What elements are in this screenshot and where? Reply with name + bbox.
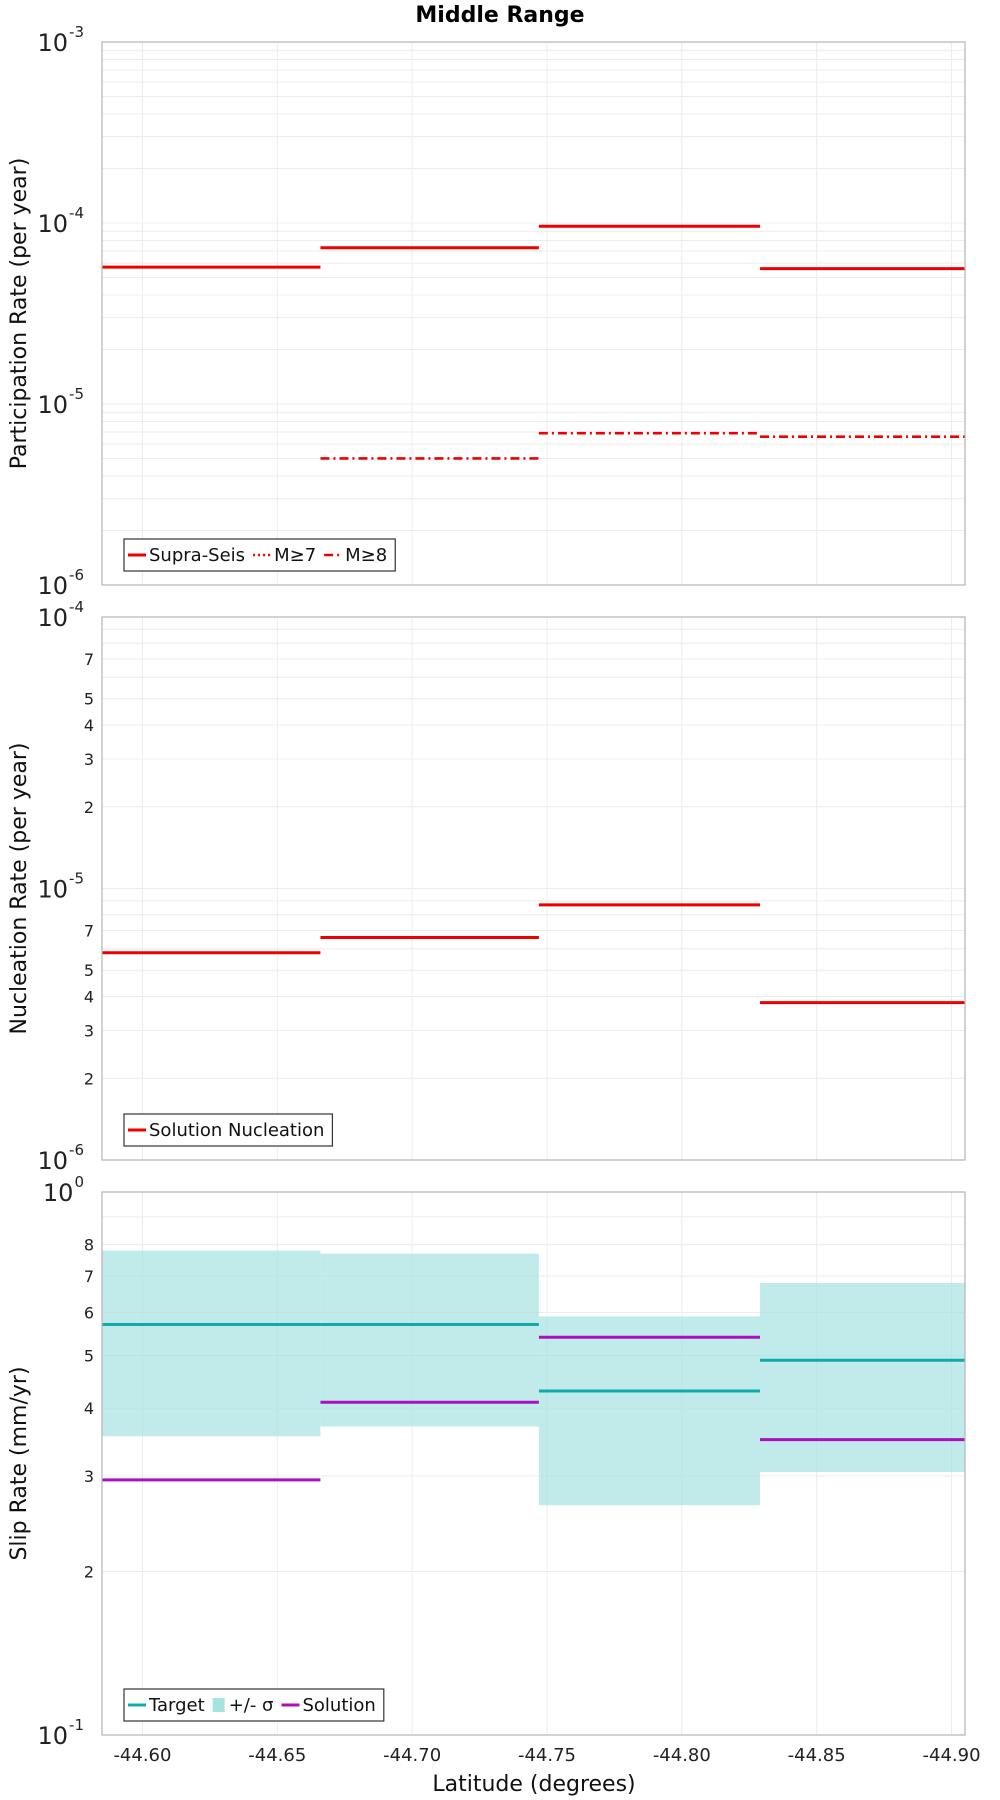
y-minor-tick-label: 8: [84, 1236, 94, 1255]
y-minor-tick-label: 5: [84, 690, 94, 709]
sigma-band-segment: [320, 1253, 539, 1427]
y-minor-tick-label: 6: [84, 1303, 94, 1322]
legend-label: Solution Nucleation: [149, 1120, 324, 1141]
legend-label: Solution: [302, 1695, 375, 1716]
chart-panels: 10-6 10-5 10-4 10-3 Participation Rate (per …: [7, 23, 981, 1766]
y-minor-tick-label: 4: [84, 716, 94, 735]
y-minor-tick-label: 3: [84, 1467, 94, 1486]
y-minor-tick-label: 2: [84, 1069, 94, 1088]
y-major-tick-label: 10-6: [37, 566, 84, 600]
y-major-tick-label: 10-6: [37, 1141, 84, 1175]
legend: Target +/- σ Solution: [123, 1688, 385, 1722]
legend-label: Supra-Seis: [149, 545, 245, 566]
y-axis-label: Slip Rate (mm/yr): [7, 1366, 32, 1560]
plot-frame: [101, 41, 966, 586]
legend-label: +/- σ: [229, 1695, 274, 1716]
sigma-band-segment: [538, 1316, 761, 1506]
legend: Solution Nucleation: [123, 1113, 334, 1147]
y-minor-tick-label: 2: [84, 798, 94, 817]
x-tick-label: -44.85: [788, 1745, 846, 1766]
y-major-tick-label: 10-4: [37, 598, 84, 632]
x-tick-label: -44.70: [383, 1745, 441, 1766]
x-tick-label: -44.65: [248, 1745, 306, 1766]
x-tick-label: -44.60: [113, 1745, 171, 1766]
legend: Supra-Seis M≥7 M≥8: [123, 538, 396, 572]
y-minor-tick-label: 4: [84, 988, 94, 1007]
plot-frame: [101, 1191, 966, 1736]
y-minor-tick-label: 7: [84, 1267, 94, 1286]
y-major-tick-label: 10-4: [37, 204, 84, 238]
x-tick-label: -44.90: [923, 1745, 981, 1766]
y-minor-tick-label: 7: [84, 922, 94, 941]
x-tick-label: -44.75: [518, 1745, 576, 1766]
legend-swatch: [212, 1698, 225, 1712]
y-major-tick-label: 10-5: [37, 385, 84, 419]
panel-slip: 10-1 100 2 3 4 5 6 7 8 Slip Rate (mm/yr) Target +/-…: [7, 1173, 981, 1766]
y-minor-tick-label: 7: [84, 650, 94, 669]
y-minor-tick-label: 3: [84, 1021, 94, 1040]
panel-nucleation: 10-6 10-5 10-4 2 3 4 5 7 2 3 4 5 7 Nucleation Rate (p…: [7, 598, 966, 1175]
x-axis-label: Latitude (degrees): [432, 1772, 635, 1797]
y-axis-label: Participation Rate (per year): [7, 158, 32, 470]
legend-label: M≥8: [345, 545, 387, 566]
x-tick-label: -44.80: [653, 1745, 711, 1766]
y-major-tick-label: 100: [43, 1173, 84, 1207]
sigma-band-segment: [760, 1282, 965, 1473]
legend-frame: [123, 1688, 385, 1722]
plot-frame: [101, 616, 966, 1161]
y-major-tick-label: 10-5: [37, 870, 84, 904]
y-minor-tick-label: 5: [84, 961, 94, 980]
legend-frame: [123, 1113, 334, 1147]
legend-label: Target: [148, 1695, 205, 1716]
y-major-tick-label: 10-3: [37, 23, 84, 57]
y-minor-tick-label: 4: [84, 1399, 94, 1418]
y-axis-label: Nucleation Rate (per year): [7, 743, 32, 1035]
chart-title: Middle Range: [415, 3, 584, 28]
y-minor-tick-label: 2: [84, 1563, 94, 1582]
y-major-tick-label: 10-1: [37, 1716, 84, 1750]
y-minor-tick-label: 3: [84, 750, 94, 769]
panel-participation: 10-6 10-5 10-4 10-3 Participation Rate (per …: [7, 23, 966, 600]
sigma-band-segment: [102, 1250, 321, 1437]
legend-label: M≥7: [274, 545, 316, 566]
y-minor-tick-label: 5: [84, 1346, 94, 1365]
